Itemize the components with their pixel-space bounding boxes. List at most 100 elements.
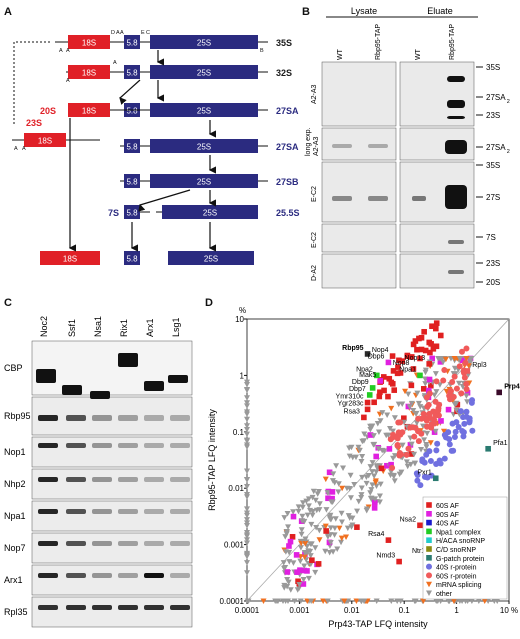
data-point <box>433 447 440 454</box>
data-point <box>375 446 382 452</box>
data-point <box>315 561 322 567</box>
data-point <box>475 598 482 604</box>
data-point <box>325 495 331 502</box>
data-point <box>445 598 452 604</box>
blot-strip <box>31 564 193 596</box>
data-point <box>331 532 338 538</box>
data-point <box>308 598 315 604</box>
data-point <box>469 397 476 404</box>
data-point <box>376 499 383 506</box>
data-point <box>421 437 428 443</box>
band <box>118 443 138 448</box>
data-point <box>273 598 280 604</box>
data-point <box>402 388 409 395</box>
rrna-block-label: 25S <box>197 39 211 48</box>
rrna-block-label: 25S <box>203 209 217 218</box>
probe-label-2: A2-A3 <box>313 136 320 156</box>
y-tick-label: 0.01 <box>228 484 244 493</box>
data-point <box>411 598 418 604</box>
x-tick-label: 0.01 <box>344 606 360 615</box>
rrna-block <box>124 205 140 219</box>
data-point <box>390 472 397 479</box>
data-point <box>461 420 468 427</box>
data-point <box>496 389 502 396</box>
data-point <box>421 459 428 466</box>
data-point <box>411 451 418 458</box>
data-point <box>280 598 287 604</box>
data-point <box>244 506 250 512</box>
point-label: Rsa4 <box>368 531 384 538</box>
rrna-block-label: 5.8 <box>126 178 138 187</box>
data-point <box>421 328 427 335</box>
probe-label: A2-A3 <box>311 84 318 104</box>
data-point <box>316 527 323 534</box>
dotted-path <box>13 41 50 126</box>
data-point <box>305 503 312 509</box>
cleavage-site-label: A <box>113 60 117 66</box>
data-point <box>389 464 396 471</box>
data-point <box>464 368 471 374</box>
data-point <box>349 454 356 461</box>
data-point <box>323 507 330 513</box>
size-marker: 27S <box>486 193 500 202</box>
data-point <box>376 393 383 400</box>
data-point <box>433 389 440 395</box>
cleavage-site-label: A <box>116 30 120 36</box>
data-point <box>358 492 365 498</box>
data-point <box>371 505 378 511</box>
band <box>90 391 110 399</box>
band <box>170 477 190 482</box>
data-point <box>377 389 383 396</box>
legend-entry: C/D snoRNP <box>436 547 476 554</box>
data-point <box>369 482 376 488</box>
panel-letter-d: D <box>205 297 213 309</box>
band <box>92 415 112 421</box>
point-label: Ygr283c <box>337 400 364 407</box>
data-point <box>301 563 308 570</box>
data-point <box>244 382 250 388</box>
data-point <box>423 417 430 424</box>
data-point <box>434 440 441 447</box>
data-point <box>340 465 347 471</box>
data-point <box>410 366 417 372</box>
band <box>118 605 138 610</box>
data-point <box>385 359 392 366</box>
rrna-block-label: 25S <box>197 178 211 187</box>
cleavage-site-label: A <box>22 146 26 152</box>
data-point <box>300 576 307 583</box>
data-point <box>438 418 444 424</box>
protein-label: Npa1 <box>4 511 26 521</box>
data-point <box>280 560 287 566</box>
band <box>144 509 164 514</box>
data-point <box>287 538 294 545</box>
point-label: Rpl3 <box>472 362 487 369</box>
data-point <box>453 385 460 392</box>
band <box>368 196 388 201</box>
data-point <box>294 587 301 593</box>
data-point <box>397 598 404 604</box>
data-point <box>378 465 385 472</box>
data-point <box>435 407 442 414</box>
data-point <box>415 438 422 445</box>
point-label: Ntr1 <box>412 548 425 555</box>
data-point <box>302 536 309 543</box>
data-point <box>458 390 465 397</box>
data-point <box>422 381 429 387</box>
data-point <box>293 552 300 558</box>
precursor-label: 27SB <box>276 177 299 187</box>
data-point <box>385 537 392 543</box>
data-point <box>283 528 290 535</box>
data-point <box>408 382 415 389</box>
data-point <box>361 414 367 421</box>
data-point <box>435 412 442 419</box>
band <box>36 369 56 383</box>
data-point <box>426 519 432 526</box>
data-point <box>304 568 310 574</box>
rrna-block <box>150 35 258 49</box>
data-point <box>463 380 470 387</box>
data-point <box>463 355 470 362</box>
data-point <box>415 400 422 407</box>
data-point <box>396 449 403 456</box>
data-point <box>433 343 440 350</box>
data-point <box>327 516 334 522</box>
